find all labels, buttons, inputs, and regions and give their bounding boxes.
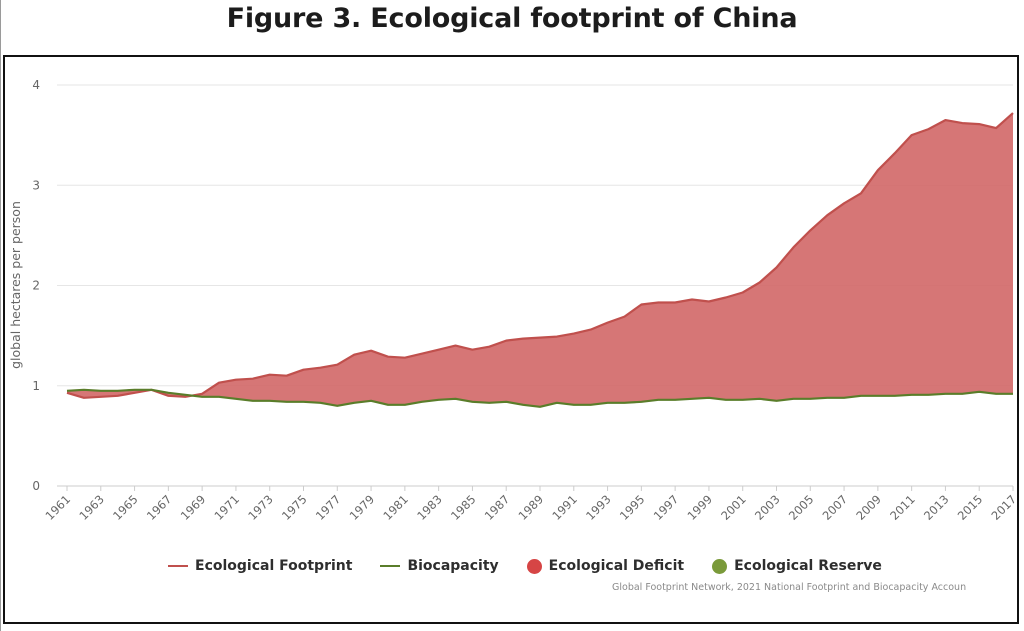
y-tick-label: 0	[32, 479, 40, 493]
legend-swatch-footprint	[168, 565, 188, 567]
y-tick-label: 1	[32, 379, 40, 393]
x-tick-label: 1991	[549, 492, 580, 523]
legend-swatch-reserve	[712, 558, 728, 574]
page-left-rule	[0, 0, 1, 631]
legend-item-ecological-reserve[interactable]: Ecological Reserve	[712, 558, 882, 574]
legend-label: Ecological Deficit	[548, 558, 685, 574]
x-tick-label: 1989	[516, 492, 547, 523]
legend-item-biocapacity[interactable]: Biocapacity	[380, 558, 499, 574]
x-tick-label: 1993	[583, 492, 614, 523]
x-tick-label: 2013	[921, 492, 952, 523]
x-tick-label: 1981	[380, 492, 411, 523]
x-tick-label: 1979	[347, 492, 378, 523]
legend-item-ecological-deficit[interactable]: Ecological Deficit	[526, 558, 685, 574]
x-tick-label: 1975	[279, 492, 310, 523]
x-tick-label: 1987	[482, 492, 513, 523]
x-tick-label: 2001	[718, 492, 749, 523]
x-tick-label: 1971	[211, 492, 242, 523]
y-tick-label: 4	[32, 78, 40, 92]
x-tick-label: 2009	[853, 492, 884, 523]
series-lines	[66, 112, 1014, 408]
legend-item-ecological-footprint[interactable]: Ecological Footprint	[168, 558, 352, 574]
ecological-footprint-line	[66, 112, 1014, 399]
x-tick-label: 1997	[651, 492, 682, 523]
biocapacity-line	[66, 388, 1013, 408]
x-tick-label: 1965	[110, 492, 141, 523]
x-tick-label: 2011	[887, 492, 918, 523]
y-tick-label: 2	[32, 279, 40, 293]
x-tick-label: 2005	[786, 492, 817, 523]
x-tick-label: 2015	[955, 492, 986, 523]
x-tick-labels: 1961 1963 1965 1967 1969 1971 1973 1975 1977 1979…	[43, 486, 1020, 523]
x-tick-label: 1983	[414, 492, 445, 523]
deficit-area	[67, 113, 1013, 407]
x-tick-label: 2017	[989, 492, 1020, 523]
x-tick-label: 1977	[313, 492, 344, 523]
source-credit: Global Footprint Network, 2021 National …	[612, 582, 967, 593]
x-tick-label: 1995	[617, 492, 648, 523]
x-tick-label: 1973	[245, 492, 276, 523]
x-tick-label: 2003	[752, 492, 783, 523]
figure-title: Figure 3. Ecological footprint of China	[226, 3, 798, 34]
x-tick-label: 1999	[684, 492, 715, 523]
y-axis-label: global hectares per person	[8, 201, 23, 369]
x-tick-label: 1963	[76, 492, 107, 523]
x-tick-label: 1961	[43, 492, 74, 523]
legend-swatch-deficit	[526, 558, 542, 574]
ecological-deficit-area	[67, 113, 1013, 407]
x-tick-label: 1969	[178, 492, 209, 523]
x-tick-label: 1985	[448, 492, 479, 523]
legend-swatch-biocapacity	[380, 565, 401, 567]
chart-legend: Ecological Footprint Biocapacity Ecologi…	[168, 556, 910, 576]
y-tick-label: 3	[32, 178, 40, 192]
legend-label: Ecological Reserve	[734, 558, 882, 574]
legend-label: Biocapacity	[407, 558, 499, 574]
legend-label: Ecological Footprint	[195, 558, 353, 574]
y-tick-labels: 0 1 2 3 4	[32, 78, 40, 493]
x-tick-label: 1967	[144, 492, 175, 523]
x-tick-label: 2007	[820, 492, 851, 523]
